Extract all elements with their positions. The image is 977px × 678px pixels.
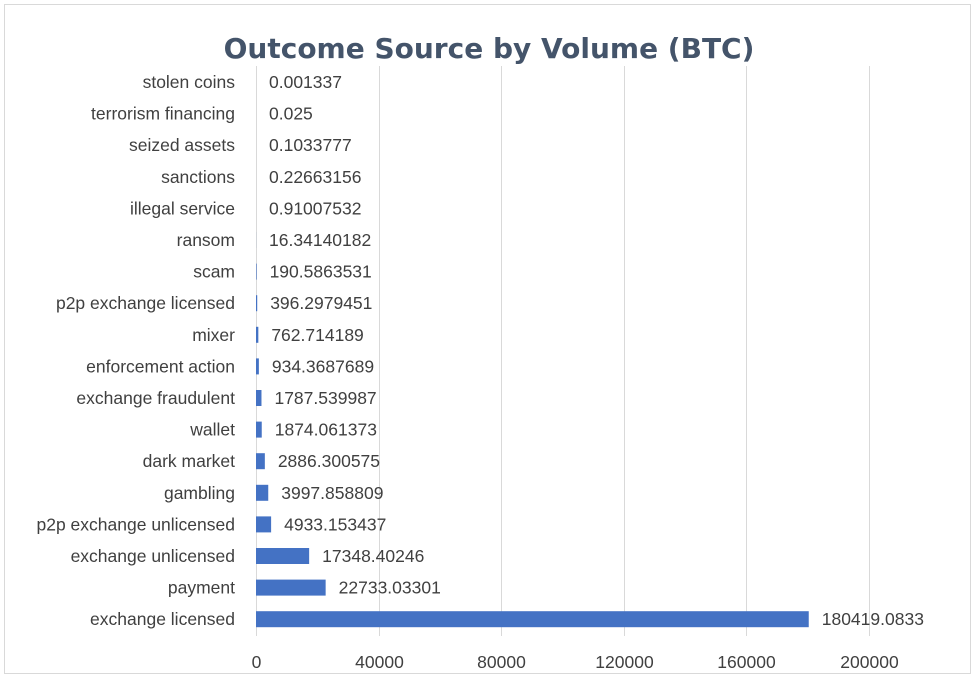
chart-frame bbox=[4, 4, 971, 674]
category-label: exchange licensed bbox=[90, 609, 235, 629]
category-label: gambling bbox=[164, 483, 235, 503]
data-label: 1874.061373 bbox=[275, 420, 377, 440]
data-label: 0.025 bbox=[269, 104, 313, 124]
data-label: 396.2979451 bbox=[270, 293, 372, 313]
data-label: 934.3687689 bbox=[272, 356, 374, 376]
bar-wallet bbox=[256, 421, 262, 438]
data-label: 2886.300575 bbox=[278, 451, 380, 471]
x-tick-label: 0 bbox=[252, 652, 262, 672]
bar-mixer bbox=[256, 326, 259, 343]
category-label: p2p exchange unlicensed bbox=[37, 514, 236, 534]
data-label: 16.34140182 bbox=[269, 230, 371, 250]
data-label: 180419.0833 bbox=[822, 609, 924, 629]
x-axis-tick-labels: 0 40000 80000 120000 160000 200000 bbox=[252, 652, 899, 672]
data-label: 0.001337 bbox=[269, 72, 342, 92]
data-label: 17348.40246 bbox=[322, 546, 424, 566]
x-tick-label: 200000 bbox=[840, 652, 899, 672]
bar-exchange-fraudulent bbox=[256, 390, 262, 406]
bar-gambling bbox=[256, 484, 269, 501]
data-label: 190.5863531 bbox=[270, 262, 372, 282]
category-label: dark market bbox=[143, 451, 236, 471]
category-label: stolen coins bbox=[143, 72, 236, 92]
category-label: terrorism financing bbox=[91, 104, 235, 124]
data-label: 3997.858809 bbox=[281, 483, 383, 503]
data-label: 0.1033777 bbox=[269, 135, 352, 155]
category-labels: exchange licensed payment exchange unlicen… bbox=[37, 72, 236, 629]
data-label: 22733.03301 bbox=[339, 578, 441, 598]
bar-dark-market bbox=[256, 453, 265, 470]
bar-exchange-licensed bbox=[256, 611, 809, 628]
category-label: mixer bbox=[192, 325, 235, 345]
category-label: scam bbox=[193, 262, 235, 282]
category-label: seized assets bbox=[129, 135, 235, 155]
bar-payment bbox=[256, 579, 326, 596]
gridlines bbox=[256, 66, 870, 636]
bar-p2p-exchange-unlicensed bbox=[256, 516, 272, 533]
data-label: 0.22663156 bbox=[269, 167, 361, 187]
chart-title: Outcome Source by Volume (BTC) bbox=[224, 32, 755, 65]
category-label: sanctions bbox=[161, 167, 235, 187]
bar-enforcement-action bbox=[256, 358, 259, 375]
x-tick-label: 120000 bbox=[595, 652, 654, 672]
data-label: 4933.153437 bbox=[284, 514, 386, 534]
x-tick-label: 80000 bbox=[477, 652, 526, 672]
x-tick-label: 160000 bbox=[717, 652, 776, 672]
bar-scam bbox=[256, 263, 257, 280]
data-label: 1787.539987 bbox=[274, 388, 376, 408]
bar-p2p-exchange-licensed bbox=[256, 295, 258, 312]
category-label: exchange unlicensed bbox=[71, 546, 235, 566]
category-label: wallet bbox=[189, 420, 235, 440]
category-label: exchange fraudulent bbox=[76, 388, 235, 408]
category-label: illegal service bbox=[130, 198, 235, 218]
category-label: p2p exchange licensed bbox=[56, 293, 235, 313]
category-label: payment bbox=[168, 578, 235, 598]
category-label: enforcement action bbox=[86, 356, 235, 376]
category-label: ransom bbox=[177, 230, 235, 250]
bar-exchange-unlicensed bbox=[256, 548, 310, 564]
data-label: 0.91007532 bbox=[269, 198, 361, 218]
data-labels: 180419.0833 22733.03301 17348.40246 4933.15… bbox=[269, 72, 924, 629]
data-label: 762.714189 bbox=[271, 325, 363, 345]
bars bbox=[256, 105, 809, 628]
x-tick-label: 40000 bbox=[355, 652, 404, 672]
